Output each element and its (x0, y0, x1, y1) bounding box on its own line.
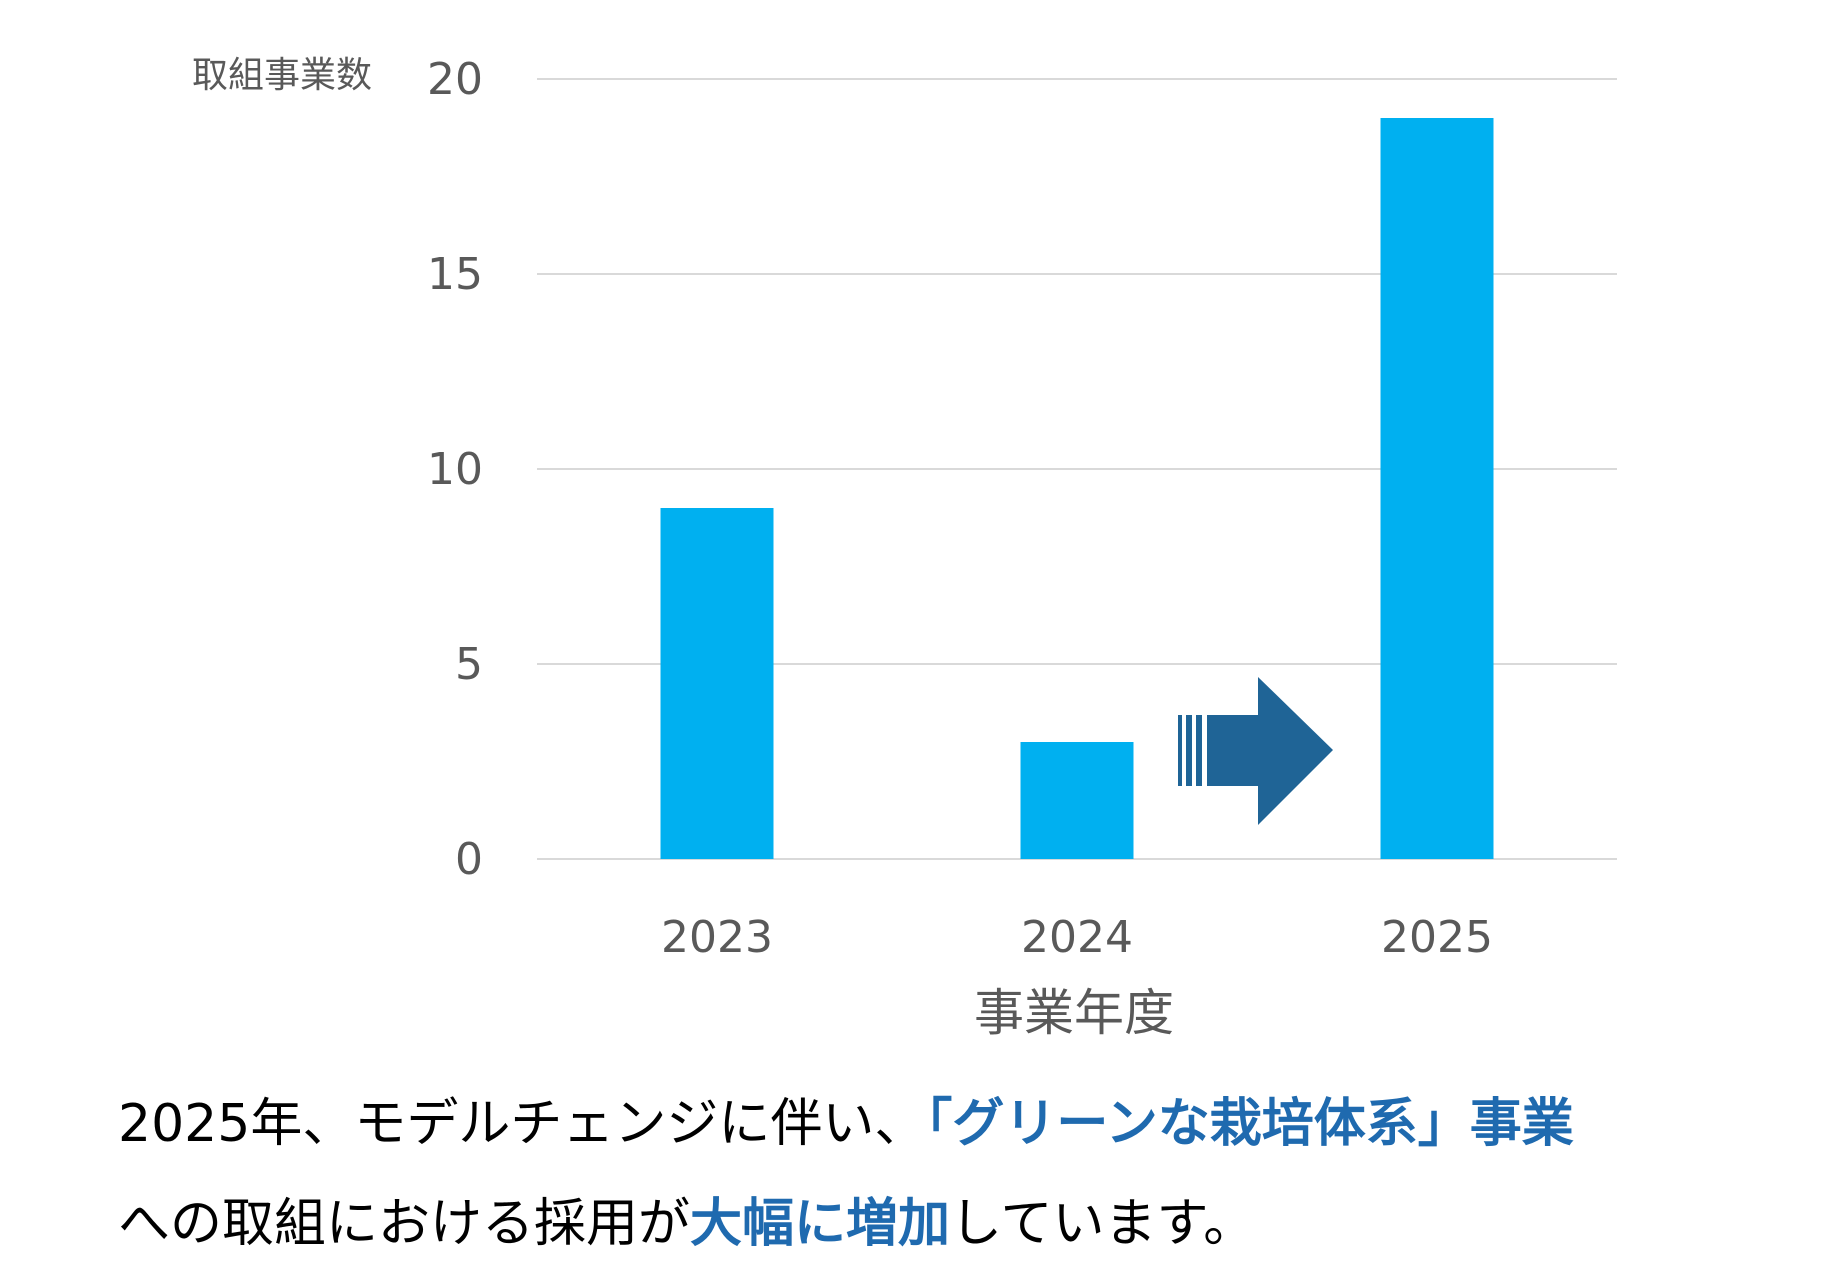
caption-line-1-highlight: 「グリーンな栽培体系」事業 (926, 1094, 1574, 1154)
caption-line-2-highlight: 大幅に増加 (690, 1194, 951, 1254)
y-tick-label: 15 (427, 249, 483, 300)
y-tick-label: 10 (427, 444, 483, 495)
caption-line-2-text: への取組における採用が (118, 1194, 691, 1254)
bar-2025 (1380, 118, 1494, 859)
x-tick-label: 2025 (1381, 912, 1493, 963)
x-axis-ticks: 2023 2024 2025 (661, 912, 1493, 963)
y-axis-label: 取組事業数 (192, 55, 372, 96)
bar-2023 (660, 508, 774, 859)
bar-2024 (1020, 742, 1134, 859)
caption-line-1-text: 2025年、モデルチェンジに伴い、 (118, 1094, 927, 1154)
y-tick-label: 20 (427, 54, 483, 105)
y-axis-ticks: 0 5 10 15 20 (427, 54, 483, 885)
caption-line-2: への取組における採用が大幅に増加しています。 (118, 1198, 1798, 1250)
increase-arrow-icon (1178, 677, 1333, 825)
bars (660, 118, 1494, 859)
x-axis-label: 事業年度 (974, 984, 1174, 1042)
x-tick-label: 2023 (661, 912, 773, 963)
y-tick-label: 5 (455, 639, 483, 690)
x-tick-label: 2024 (1021, 912, 1133, 963)
caption-line-1: 2025年、モデルチェンジに伴い、「グリーンな栽培体系」事業 (118, 1098, 1798, 1150)
caption-line-2-tail: しています。 (950, 1194, 1256, 1254)
y-tick-label: 0 (455, 834, 483, 885)
